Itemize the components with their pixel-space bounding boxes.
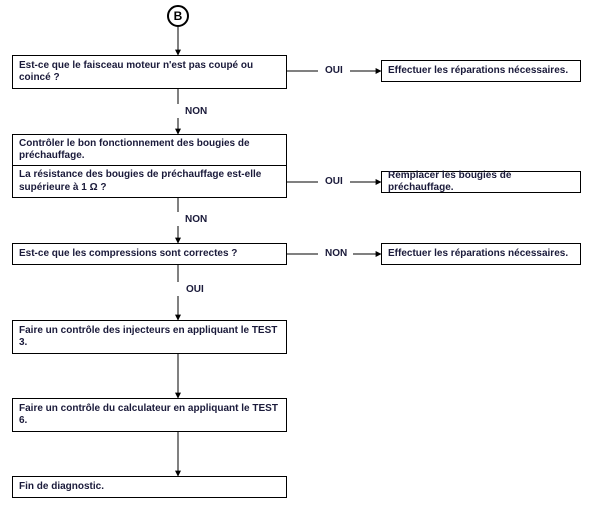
node-a3: Effectuer les réparations nécessaires. <box>381 243 581 265</box>
node-text: Effectuer les réparations nécessaires. <box>388 65 568 78</box>
node-text: Est-ce que le faisceau moteur n'est pas … <box>19 60 280 85</box>
node-s4: Faire un contrôle des injecteurs en appl… <box>12 320 287 354</box>
node-text: Faire un contrôle des injecteurs en appl… <box>19 325 280 350</box>
node-end: Fin de diagnostic. <box>12 476 287 498</box>
flowchart-container: B Est-ce que le faisceau moteur n'est pa… <box>0 0 593 509</box>
node-text: Effectuer les réparations nécessaires. <box>388 248 568 261</box>
node-q2a: Contrôler le bon fonctionnement des boug… <box>12 134 287 166</box>
node-s5: Faire un contrôle du calculateur en appl… <box>12 398 287 432</box>
node-q3: Est-ce que les compressions sont correct… <box>12 243 287 265</box>
label-oui-3: OUI <box>186 284 204 295</box>
node-q1: Est-ce que le faisceau moteur n'est pas … <box>12 55 287 89</box>
label-oui-1: OUI <box>325 65 343 76</box>
label-non-2: NON <box>185 214 207 225</box>
node-text: La résistance des bougies de préchauffag… <box>19 169 280 194</box>
label-oui-2: OUI <box>325 176 343 187</box>
start-label: B <box>174 9 183 23</box>
node-text: Faire un contrôle du calculateur en appl… <box>19 403 280 428</box>
node-a2: Remplacer les bougies de préchauffage. <box>381 171 581 193</box>
node-text: Remplacer les bougies de préchauffage. <box>388 170 574 195</box>
start-node: B <box>167 5 189 27</box>
node-a1: Effectuer les réparations nécessaires. <box>381 60 581 82</box>
label-non-3: NON <box>325 248 347 259</box>
node-text: Fin de diagnostic. <box>19 481 104 494</box>
node-q2b: La résistance des bougies de préchauffag… <box>12 166 287 198</box>
label-non-1: NON <box>185 106 207 117</box>
node-text: Est-ce que les compressions sont correct… <box>19 248 237 261</box>
node-text: Contrôler le bon fonctionnement des boug… <box>19 138 280 163</box>
